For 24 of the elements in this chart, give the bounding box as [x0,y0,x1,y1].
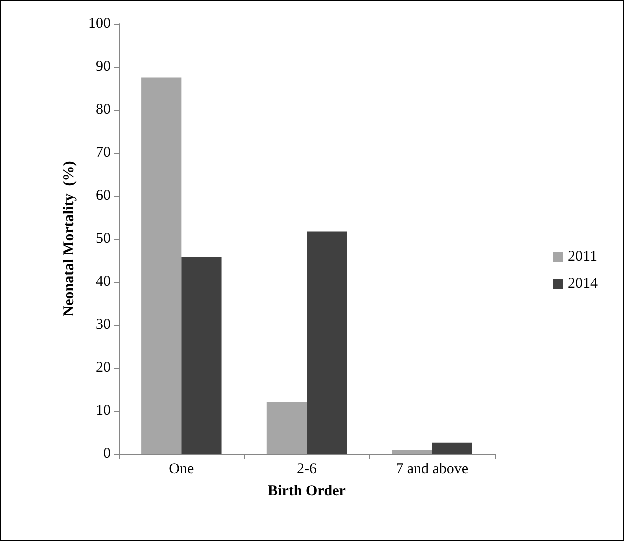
y-tick-label: 70 [96,145,111,161]
y-tick-label: 30 [96,317,111,333]
y-tick-label: 20 [96,360,111,376]
y-tick-label: 90 [96,59,111,75]
y-tick-label: 60 [96,188,111,204]
y-tick-label: 50 [96,231,111,247]
legend-label: 2014 [568,276,598,292]
y-tick-label: 10 [96,403,111,419]
x-axis-title: Birth Order [268,484,346,500]
bar [142,78,182,454]
bar [392,450,432,454]
y-tick-label: 40 [96,274,111,290]
bar [182,257,222,454]
bar [432,442,472,454]
x-tick-label: 7 and above [396,462,469,478]
bar [266,402,307,454]
y-tick-label: 0 [104,446,111,462]
y-tick-label: 80 [96,102,111,118]
y-axis-title: Neonatal Mortality (%) [62,161,78,317]
x-tick-label: 2-6 [297,462,318,478]
y-tick-label: 100 [88,16,111,32]
x-tick-label: One [169,462,194,478]
bar [307,232,348,454]
legend-label: 2011 [568,249,598,265]
